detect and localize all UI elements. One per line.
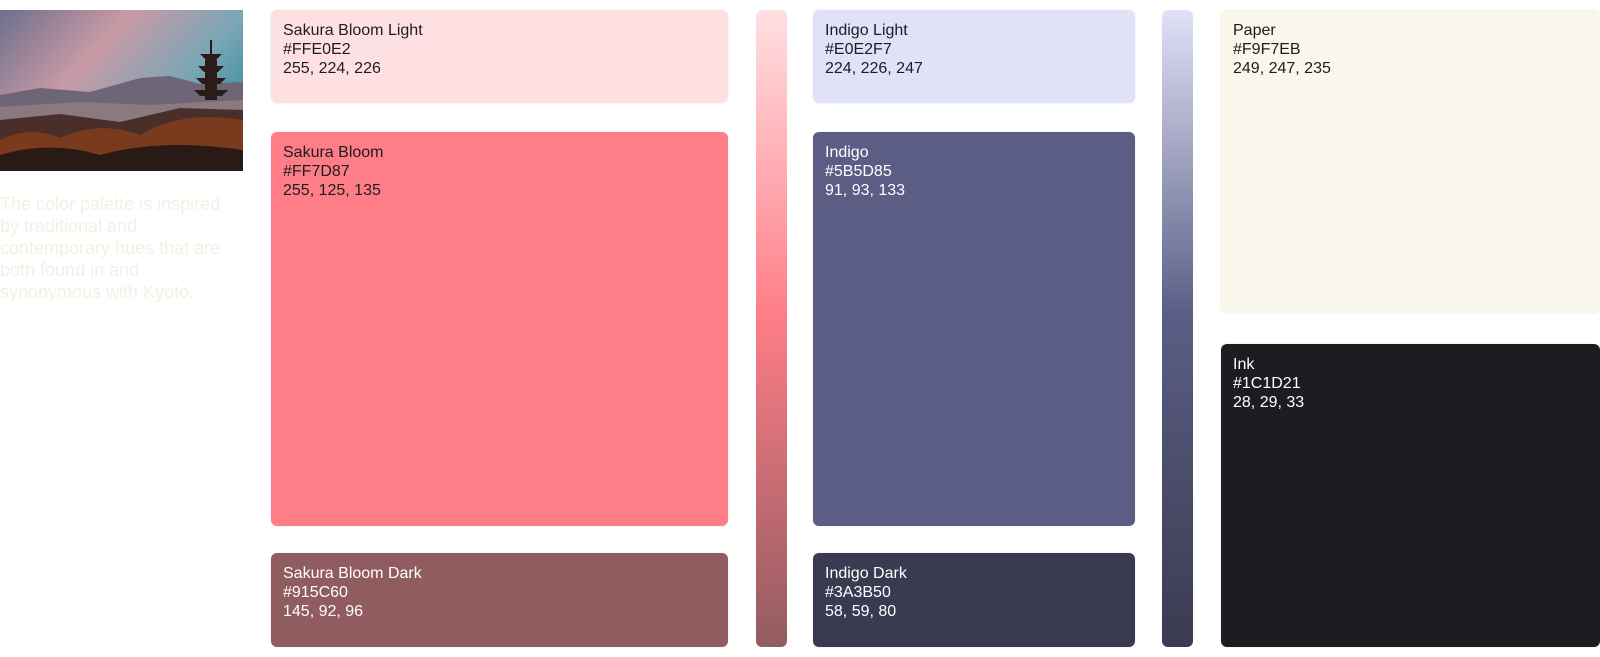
- swatch-name: Sakura Bloom Light: [283, 22, 423, 39]
- swatch-hex: #F9F7EB: [1233, 41, 1301, 58]
- gradient-bar: [756, 10, 787, 647]
- kyoto-photo: [0, 10, 243, 171]
- swatch-name: Ink: [1233, 356, 1255, 373]
- color-swatch: Indigo #5B5D85 91, 93, 133: [813, 132, 1135, 526]
- color-swatch: Indigo Dark #3A3B50 58, 59, 80: [813, 553, 1135, 647]
- swatch-name: Sakura Bloom: [283, 144, 384, 161]
- swatch-hex: #5B5D85: [825, 163, 892, 180]
- color-swatch: Sakura Bloom Dark #915C60 145, 92, 96: [271, 553, 728, 647]
- swatch-name: Indigo: [825, 144, 869, 161]
- swatch-hex: #915C60: [283, 584, 348, 601]
- swatch-hex: #E0E2F7: [825, 41, 892, 58]
- swatch-rgb: 224, 226, 247: [825, 60, 923, 77]
- swatch-name: Paper: [1233, 22, 1276, 39]
- swatch-hex: #FFE0E2: [283, 41, 351, 58]
- swatch-name: Indigo Light: [825, 22, 908, 39]
- swatch-rgb: 91, 93, 133: [825, 182, 906, 199]
- swatch-name: Sakura Bloom Dark: [283, 565, 422, 582]
- swatch-rgb: 255, 125, 135: [283, 182, 381, 199]
- gradient-bar: [1162, 10, 1193, 647]
- color-swatch: Ink #1C1D21 28, 29, 33: [1221, 344, 1600, 647]
- swatch-hex: #FF7D87: [283, 163, 350, 180]
- description: The color palette is inspired by traditi…: [0, 194, 221, 302]
- color-swatch: Paper #F9F7EB 249, 247, 235: [1221, 10, 1600, 313]
- color-swatch: Sakura Bloom #FF7D87 255, 125, 135: [271, 132, 728, 526]
- color-swatch: Sakura Bloom Light #FFE0E2 255, 224, 226: [271, 10, 728, 103]
- swatch-rgb: 145, 92, 96: [283, 603, 364, 620]
- swatch-hex: #3A3B50: [825, 584, 891, 601]
- swatch-rgb: 58, 59, 80: [825, 603, 897, 620]
- color-swatch: Indigo Light #E0E2F7 224, 226, 247: [813, 10, 1135, 103]
- swatch-name: Indigo Dark: [825, 565, 907, 582]
- swatch-rgb: 28, 29, 33: [1233, 394, 1305, 411]
- swatch-hex: #1C1D21: [1233, 375, 1301, 392]
- swatch-rgb: 249, 247, 235: [1233, 60, 1331, 77]
- swatch-rgb: 255, 224, 226: [283, 60, 381, 77]
